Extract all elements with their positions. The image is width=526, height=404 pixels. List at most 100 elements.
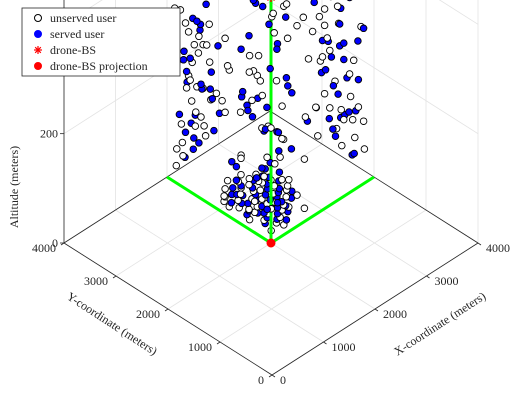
unserved-user-marker xyxy=(293,21,301,30)
served-user-wall-marker xyxy=(340,39,348,47)
unserved-user-marker xyxy=(256,77,265,85)
y-tick-label: 4000 xyxy=(32,241,56,255)
served-user-wall-marker xyxy=(181,128,190,137)
unserved-user-wall-marker xyxy=(326,104,334,112)
drone-x-projection-line xyxy=(270,175,375,245)
served-user-wall-marker xyxy=(345,108,353,116)
served-user-floor-marker xyxy=(229,184,237,192)
unserved-user-marker xyxy=(271,160,279,168)
legend-label: served user xyxy=(50,27,104,41)
drone-projection-marker xyxy=(266,238,276,248)
unserved-user-wall-marker xyxy=(190,40,199,49)
served-user-wall-marker xyxy=(331,132,340,140)
served-user-marker xyxy=(245,31,253,40)
unserved-user-wall-marker xyxy=(314,132,322,140)
unserved-user-wall-marker xyxy=(194,49,203,57)
unserved-user-wall-marker xyxy=(308,27,317,36)
unserved-user-wall-marker xyxy=(333,2,342,11)
legend-item: drone-BS projection xyxy=(34,59,148,73)
served-user-wall-marker xyxy=(310,0,318,7)
served-user-marker xyxy=(287,145,296,153)
legend-label: unserved user xyxy=(50,11,116,25)
drone-y-projection-line xyxy=(166,175,272,245)
unserved-user-marker xyxy=(278,102,286,110)
unserved-user-wall-marker xyxy=(205,20,213,28)
unserved-user-marker xyxy=(270,29,278,37)
served-user-wall-marker xyxy=(180,47,188,56)
served-user-marker xyxy=(273,198,282,207)
served-user-marker xyxy=(228,157,236,166)
x-tick-mark xyxy=(426,275,430,279)
y-tick-mark xyxy=(216,341,221,345)
served-user-wall-marker xyxy=(206,85,215,93)
z-tick-label: 200 xyxy=(40,127,58,141)
unserved-user-wall-marker xyxy=(192,108,200,116)
legend-item: served user xyxy=(34,27,104,41)
floor-projection-layer xyxy=(220,170,309,235)
unserved-user-marker xyxy=(237,154,245,163)
y-tick-label: 1000 xyxy=(188,340,212,354)
served-user-wall-marker xyxy=(190,134,198,142)
served-user-wall-marker xyxy=(346,0,353,2)
y-tick-label: 3000 xyxy=(84,274,108,288)
unserved-user-floor-marker xyxy=(237,170,245,179)
served-user-marker xyxy=(244,106,252,115)
unserved-user-wall-marker xyxy=(181,19,190,27)
unserved-user-wall-marker xyxy=(195,32,203,41)
legend-drone-marker-stroke xyxy=(34,46,42,54)
y-tick-mark xyxy=(112,275,117,279)
unserved-user-wall-marker xyxy=(348,115,357,124)
served-user-marker xyxy=(248,113,257,121)
unserved-user-floor-marker xyxy=(282,193,290,201)
served-user-wall-marker xyxy=(321,66,330,74)
unserved-user-marker xyxy=(263,153,271,162)
x-tick-mark xyxy=(271,374,276,378)
unserved-user-wall-marker xyxy=(346,92,355,101)
unserved-user-wall-marker xyxy=(312,103,320,111)
drone-guide-lines xyxy=(166,0,375,245)
legend-unserved-marker xyxy=(34,14,42,22)
legend-projection-marker xyxy=(34,62,42,70)
legend-box xyxy=(21,7,181,77)
x-tick-mark xyxy=(477,242,482,246)
unserved-user-marker xyxy=(285,175,293,184)
legend: unserved user served user drone-BS drone-BS… xyxy=(21,7,181,77)
served-user-marker xyxy=(237,45,245,53)
unserved-user-marker xyxy=(276,153,284,161)
legend-label: drone-BS projection xyxy=(50,59,148,73)
served-user-marker xyxy=(263,103,271,112)
unserved-user-wall-marker xyxy=(359,117,368,125)
unserved-user-wall-marker xyxy=(351,133,359,142)
y-wall-projection-layer xyxy=(170,0,226,170)
legend-item: drone-BS xyxy=(34,43,96,57)
unserved-user-marker xyxy=(278,134,286,143)
legend-served-marker xyxy=(34,30,42,38)
served-user-wall-marker xyxy=(335,20,344,28)
unserved-user-marker xyxy=(254,51,263,60)
served-user-wall-marker xyxy=(193,17,201,25)
unserved-user-wall-marker xyxy=(177,120,186,128)
served-user-marker xyxy=(273,45,281,53)
unserved-user-wall-marker xyxy=(349,56,358,65)
served-user-wall-marker xyxy=(329,81,338,90)
served-user-wall-marker xyxy=(202,0,210,9)
served-user-wall-marker xyxy=(359,24,368,33)
unserved-user-wall-marker xyxy=(187,97,196,105)
unserved-user-marker xyxy=(245,68,254,76)
served-user-marker xyxy=(258,2,267,11)
user-point-cloud xyxy=(220,0,309,214)
served-user-floor-marker xyxy=(227,198,236,207)
unserved-user-wall-marker xyxy=(320,89,329,98)
served-user-wall-marker xyxy=(354,75,363,84)
unserved-user-wall-marker xyxy=(179,152,187,160)
unserved-user-wall-marker xyxy=(191,122,200,130)
served-user-wall-marker xyxy=(325,114,334,123)
served-user-marker xyxy=(282,74,291,82)
unserved-user-wall-marker xyxy=(197,113,205,121)
unserved-user-wall-marker xyxy=(200,122,208,130)
served-user-marker xyxy=(281,13,290,21)
served-user-wall-marker xyxy=(354,37,362,45)
unserved-user-floor-marker xyxy=(278,175,286,184)
unserved-user-marker xyxy=(220,192,228,200)
unserved-user-wall-marker xyxy=(218,96,226,105)
